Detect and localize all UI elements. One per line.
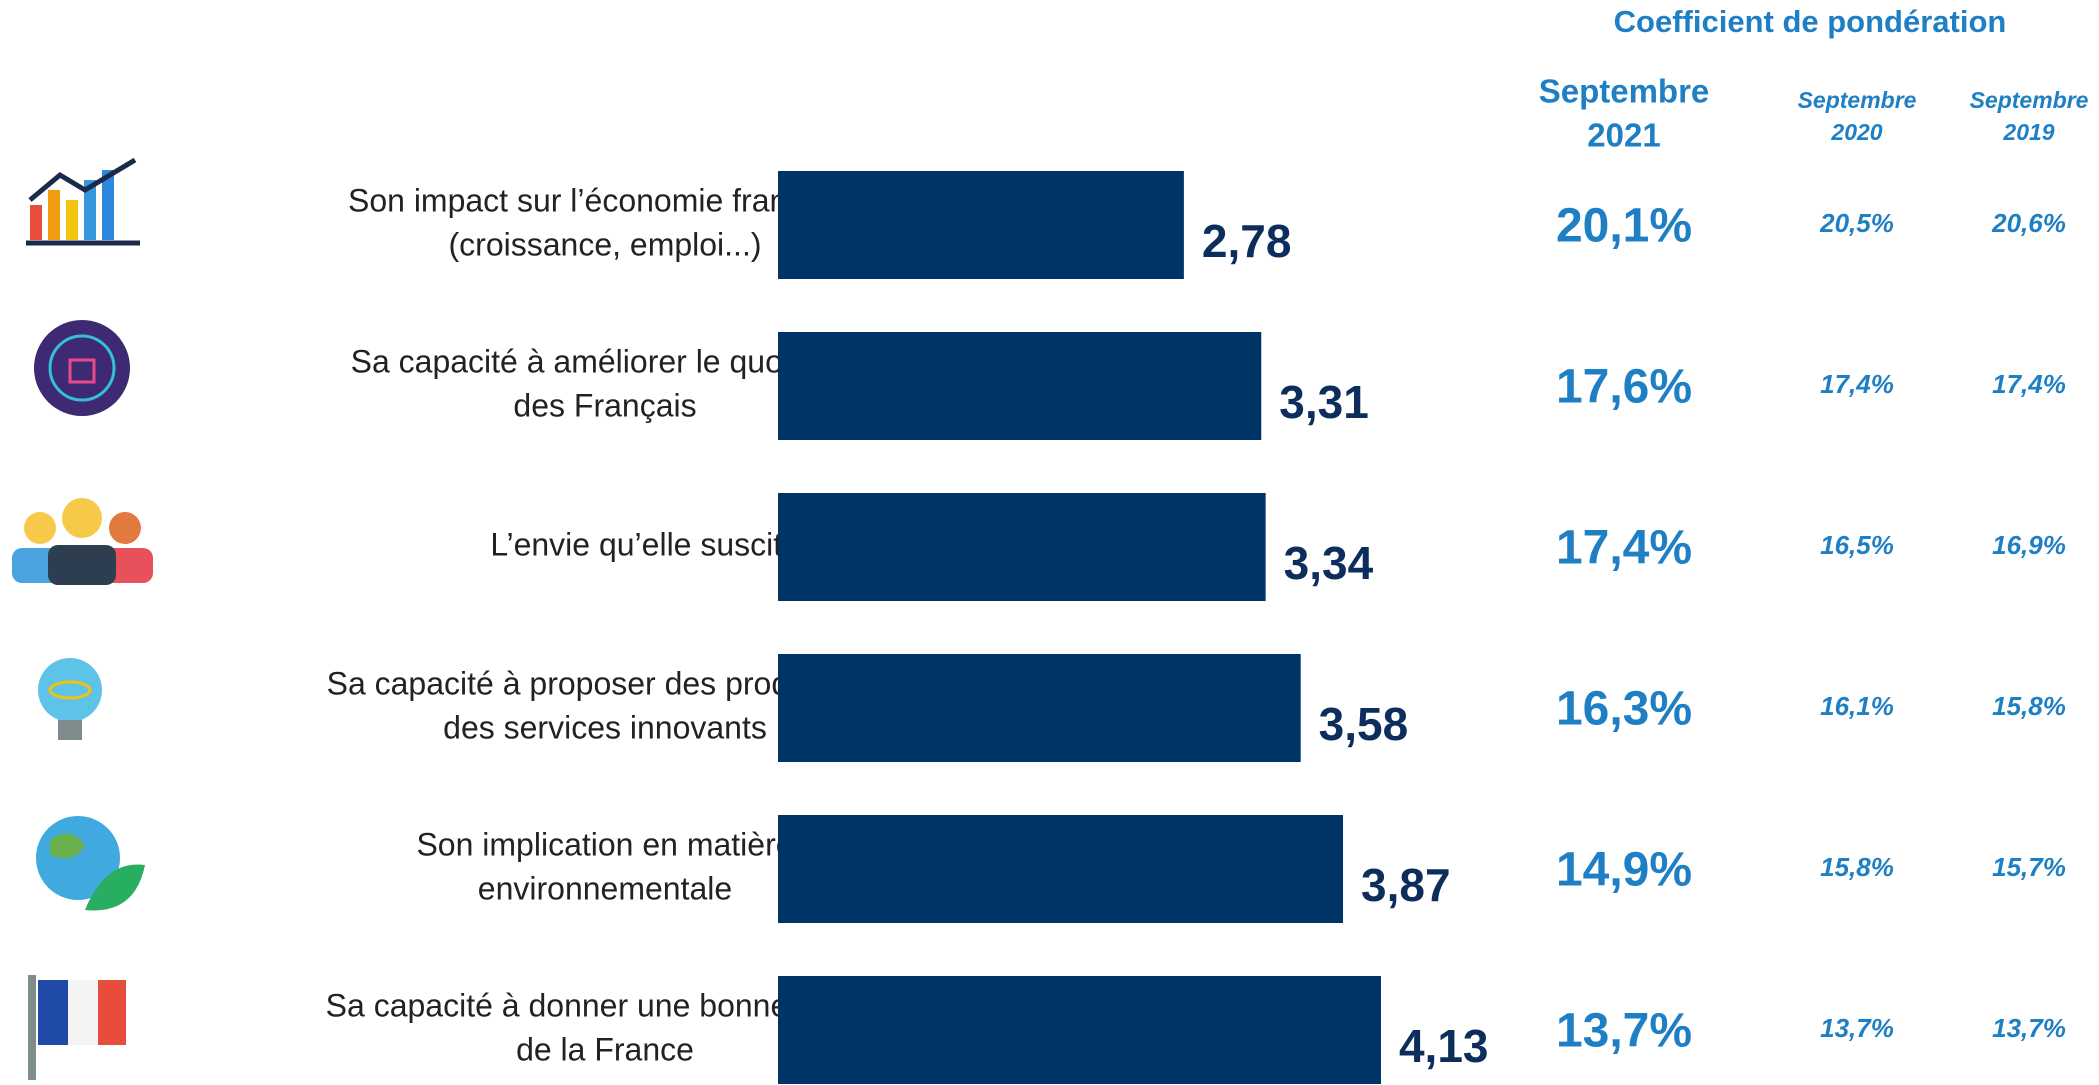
- column-header: 2020: [1830, 119, 1882, 145]
- bar: [778, 654, 1301, 762]
- weight-cell: 17,4%: [1992, 369, 2066, 399]
- weight-cell: 16,9%: [1992, 530, 2066, 560]
- bar: [778, 976, 1381, 1084]
- weight-cell: 15,8%: [1820, 852, 1894, 882]
- weight-cell: 20,1%: [1556, 200, 1692, 253]
- icon-daily: [34, 320, 130, 416]
- weight-cell: 17,6%: [1556, 361, 1692, 414]
- bar: [778, 815, 1344, 923]
- category-label: (croissance, emploi...): [449, 226, 762, 262]
- bar: [778, 171, 1184, 279]
- category-label: des Français: [513, 387, 696, 423]
- icon-bulb: [38, 658, 102, 740]
- weight-cell: 13,7%: [1556, 1005, 1692, 1058]
- weight-cell: 13,7%: [1992, 1013, 2066, 1043]
- weight-cell: 17,4%: [1556, 522, 1692, 575]
- bar: [778, 332, 1262, 440]
- category-label: de la France: [516, 1031, 694, 1067]
- value-label: 3,34: [1284, 537, 1374, 589]
- value-label: 3,87: [1361, 859, 1451, 911]
- weight-cell: 20,6%: [1991, 208, 2066, 238]
- category-label: Sa capacité à améliorer le quotidien: [351, 343, 860, 379]
- column-header: Septembre: [1539, 73, 1710, 110]
- column-header: Septembre: [1798, 87, 1917, 113]
- value-label: 4,13: [1399, 1020, 1489, 1072]
- weight-cell: 17,4%: [1820, 369, 1894, 399]
- icon-people: [12, 498, 153, 585]
- category-label: des services innovants: [443, 709, 767, 745]
- weight-cell: 20,5%: [1819, 208, 1894, 238]
- value-label: 3,31: [1279, 376, 1369, 428]
- category-label: Son implication en matière: [416, 826, 793, 862]
- column-header: 2021: [1587, 117, 1660, 154]
- weight-cell: 16,3%: [1556, 683, 1692, 736]
- icon-earth: [36, 816, 145, 911]
- value-label: 2,78: [1202, 215, 1292, 267]
- icon-flag: [28, 975, 126, 1080]
- column-header: 2019: [2002, 119, 2054, 145]
- weight-cell: 14,9%: [1556, 844, 1692, 897]
- weight-cell: 16,1%: [1820, 691, 1894, 721]
- icons: [12, 157, 153, 1080]
- value-label: 3,58: [1319, 698, 1409, 750]
- weights-title: Coefficient de pondération: [1614, 4, 2007, 39]
- icon-growth: [26, 157, 140, 246]
- column-header: Septembre: [1970, 87, 2089, 113]
- bar: [778, 493, 1266, 601]
- weight-cell: 15,8%: [1992, 691, 2066, 721]
- category-label: Son impact sur l’économie française: [348, 182, 862, 218]
- weight-cell: 13,7%: [1820, 1013, 1894, 1043]
- weight-cell: 15,7%: [1992, 852, 2066, 882]
- weight-cell: 16,5%: [1820, 530, 1894, 560]
- category-label: environnementale: [478, 870, 732, 906]
